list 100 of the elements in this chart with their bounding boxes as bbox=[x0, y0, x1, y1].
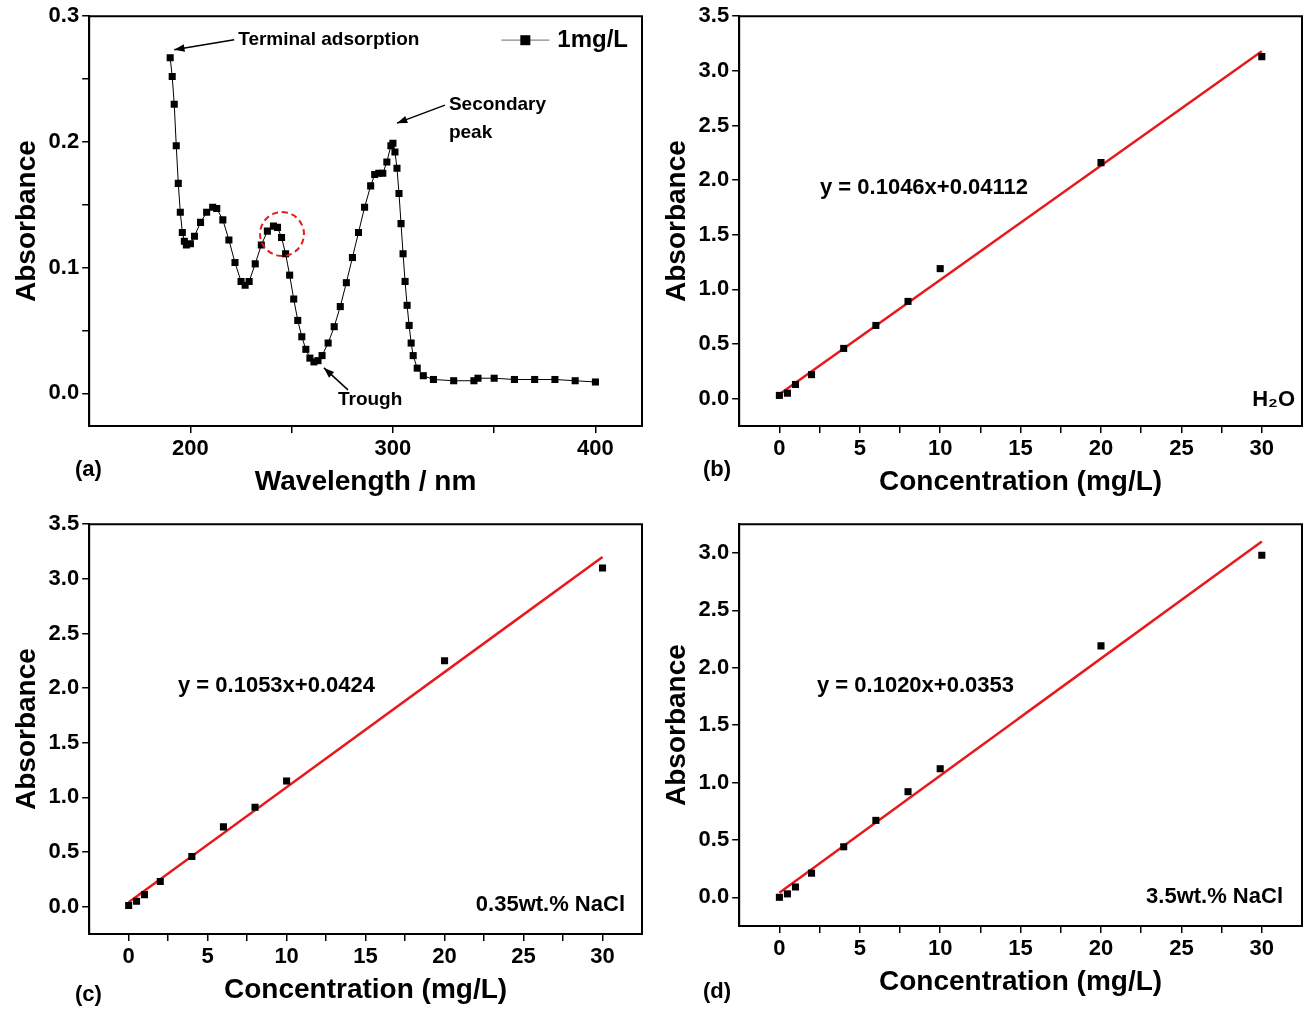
point bbox=[251, 803, 259, 811]
annotation: Secondary peak bbox=[448, 93, 547, 143]
x-tick-label: 15 bbox=[1008, 435, 1033, 461]
x-axis-title: Concentration (mg/L) bbox=[879, 964, 1163, 996]
y-tick-label: 0.2 bbox=[48, 127, 80, 153]
x-tick-label: 15 bbox=[1008, 935, 1033, 961]
point bbox=[156, 878, 164, 886]
y-tick-label: 1.0 bbox=[698, 275, 730, 301]
point bbox=[872, 816, 880, 824]
y-tick-label: 3.0 bbox=[698, 538, 730, 564]
point bbox=[219, 823, 227, 831]
y-tick-label: 3.5 bbox=[698, 2, 730, 28]
y-tick-label: 3.5 bbox=[48, 510, 80, 536]
x-tick-label: 0 bbox=[773, 935, 786, 961]
point bbox=[936, 265, 944, 273]
x-tick-label: 30 bbox=[1249, 935, 1275, 961]
annotation: Terminal adsorption bbox=[238, 27, 420, 49]
x-tick-label: 5 bbox=[201, 943, 214, 969]
x-tick-label: 5 bbox=[853, 435, 866, 461]
point bbox=[791, 380, 799, 389]
x-axis-title: Concentration (mg/L) bbox=[224, 972, 508, 1004]
y-tick-label: 0.3 bbox=[48, 2, 80, 28]
legend-label: 1mg/L bbox=[557, 24, 629, 52]
x-tick-label: 20 bbox=[1088, 935, 1114, 961]
y-axis-title: Absorbance bbox=[9, 140, 41, 303]
x-tick-label: 200 bbox=[172, 435, 209, 461]
point bbox=[140, 891, 148, 899]
text: (d) bbox=[703, 978, 732, 1004]
y-tick-label: 2.5 bbox=[698, 596, 730, 622]
x-tick-label: 20 bbox=[1088, 435, 1114, 461]
point bbox=[1258, 551, 1266, 559]
annotation: y = 0.1046x+0.04112 bbox=[820, 174, 1028, 200]
x-tick-label: 300 bbox=[374, 435, 412, 461]
y-tick-label: 1.5 bbox=[698, 220, 730, 246]
annotation: 0.35wt.% NaCl bbox=[475, 891, 625, 917]
point bbox=[283, 777, 291, 785]
x-tick-label: 25 bbox=[511, 943, 536, 969]
y-tick-label: 0.5 bbox=[698, 825, 730, 851]
y-tick-label: 2.0 bbox=[698, 166, 730, 192]
annotation: y = 0.1053x+0.0424 bbox=[178, 672, 376, 698]
point bbox=[808, 371, 816, 379]
text: (c) bbox=[75, 981, 102, 1007]
x-tick-label: 400 bbox=[577, 435, 614, 461]
point bbox=[188, 852, 196, 860]
point bbox=[775, 391, 783, 399]
y-tick-label: 0.0 bbox=[698, 384, 730, 410]
x-tick-label: 0 bbox=[122, 943, 135, 969]
y-axis-title: Absorbance bbox=[659, 644, 691, 807]
y-tick-label: 0.0 bbox=[48, 379, 80, 405]
y-tick-label: 1.0 bbox=[48, 783, 80, 809]
x-tick-label: 5 bbox=[853, 935, 866, 961]
x-tick-label: 10 bbox=[927, 435, 953, 461]
y-tick-label: 2.0 bbox=[698, 653, 730, 679]
annotation: y = 0.1020x+0.0353 bbox=[817, 672, 1014, 698]
annotation: 3.5wt.% NaCl bbox=[1146, 883, 1283, 909]
text: (a) bbox=[75, 456, 102, 482]
point bbox=[840, 344, 848, 352]
y-tick-label: 1.5 bbox=[698, 711, 730, 737]
point bbox=[808, 869, 816, 877]
point bbox=[1097, 159, 1105, 167]
point bbox=[840, 843, 848, 851]
x-tick-label: 10 bbox=[927, 935, 953, 961]
point bbox=[936, 765, 944, 773]
x-axis-title: Concentration (mg/L) bbox=[879, 464, 1163, 496]
y-tick-label: 0.0 bbox=[698, 883, 730, 909]
point bbox=[1258, 53, 1266, 61]
x-tick-label: 20 bbox=[432, 943, 457, 969]
y-tick-label: 1.0 bbox=[698, 768, 730, 794]
annotation: Trough bbox=[337, 388, 403, 410]
point bbox=[904, 788, 912, 796]
x-tick-label: 30 bbox=[590, 943, 615, 969]
point bbox=[441, 657, 449, 665]
y-tick-label: 3.0 bbox=[698, 56, 730, 82]
point bbox=[783, 389, 791, 397]
y-tick-label: 2.5 bbox=[48, 619, 80, 645]
y-tick-label: 3.0 bbox=[48, 564, 80, 590]
point bbox=[125, 902, 133, 910]
point bbox=[775, 893, 783, 901]
y-tick-label: 2.5 bbox=[698, 111, 730, 137]
x-tick-label: 15 bbox=[353, 943, 378, 969]
x-tick-label: 25 bbox=[1169, 435, 1194, 461]
x-tick-label: 0 bbox=[773, 435, 786, 461]
point bbox=[133, 897, 141, 905]
x-tick-label: 30 bbox=[1249, 435, 1275, 461]
y-tick-label: 0.5 bbox=[48, 838, 80, 864]
y-tick-label: 1.5 bbox=[48, 728, 80, 754]
y-tick-label: 0.1 bbox=[48, 253, 80, 279]
point bbox=[904, 297, 912, 305]
point bbox=[872, 321, 880, 329]
x-axis-title: Wavelength / nm bbox=[254, 464, 477, 496]
point bbox=[1097, 642, 1105, 650]
y-tick-label: 0.5 bbox=[698, 330, 730, 356]
point bbox=[791, 883, 799, 891]
x-tick-label: 10 bbox=[274, 943, 299, 969]
annotation: H₂O bbox=[1252, 386, 1295, 412]
point bbox=[783, 890, 791, 898]
text: (b) bbox=[703, 456, 732, 482]
y-tick-label: 2.0 bbox=[48, 674, 80, 700]
y-axis-title: Absorbance bbox=[659, 140, 691, 303]
y-tick-label: 0.0 bbox=[48, 892, 80, 918]
